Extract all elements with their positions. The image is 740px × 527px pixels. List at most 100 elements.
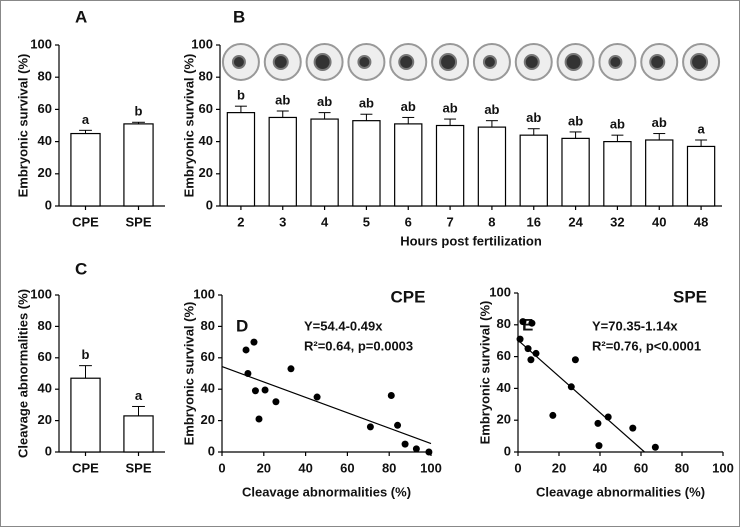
data-point bbox=[532, 349, 540, 357]
bar bbox=[123, 123, 154, 207]
x-tick-label: 0 bbox=[218, 460, 225, 475]
x-tick-label: 80 bbox=[382, 460, 396, 475]
y-tick-label: 60 bbox=[199, 101, 213, 116]
significance-letter: ab bbox=[652, 115, 667, 130]
y-tick-label: 100 bbox=[30, 286, 52, 301]
y-tick-label: 100 bbox=[191, 36, 213, 51]
x-tick-label: 7 bbox=[446, 214, 453, 229]
bar bbox=[561, 137, 590, 207]
x-tick-label: 40 bbox=[652, 214, 666, 229]
embryo-image bbox=[313, 53, 332, 71]
panel-label: E bbox=[522, 315, 533, 334]
y-tick-label: 40 bbox=[497, 380, 511, 395]
significance-letter: b bbox=[82, 347, 90, 362]
data-point bbox=[401, 440, 409, 448]
bar bbox=[603, 141, 632, 207]
significance-letter: ab bbox=[317, 94, 332, 109]
bar bbox=[394, 123, 423, 207]
y-tick-label: 100 bbox=[30, 36, 52, 51]
data-point bbox=[425, 448, 433, 456]
x-tick-label: 8 bbox=[488, 214, 495, 229]
data-point bbox=[651, 443, 659, 451]
y-tick-label: 80 bbox=[199, 69, 213, 84]
y-tick-label: 20 bbox=[201, 412, 215, 427]
panel-label: A bbox=[75, 7, 87, 26]
y-tick-label: 0 bbox=[208, 443, 215, 458]
bar bbox=[123, 415, 154, 453]
x-tick-label: 4 bbox=[321, 214, 329, 229]
y-tick-label: 80 bbox=[497, 316, 511, 331]
data-point bbox=[519, 318, 527, 326]
y-tick-label: 60 bbox=[38, 101, 52, 116]
embryo-image bbox=[398, 54, 415, 70]
significance-letter: a bbox=[82, 112, 90, 127]
significance-letter: ab bbox=[359, 96, 374, 111]
data-point bbox=[595, 442, 603, 450]
data-point bbox=[242, 346, 250, 354]
data-point bbox=[527, 356, 535, 364]
data-point bbox=[255, 415, 263, 423]
embryo-image bbox=[690, 53, 709, 71]
y-tick-label: 0 bbox=[45, 197, 52, 212]
significance-letter: ab bbox=[275, 92, 290, 107]
significance-letter: a bbox=[135, 388, 143, 403]
data-point bbox=[366, 423, 374, 431]
embryo-image bbox=[523, 54, 540, 70]
x-tick-label: 60 bbox=[340, 460, 354, 475]
bar bbox=[310, 118, 339, 207]
annotation: R²=0.64, p=0.0003 bbox=[304, 338, 413, 353]
y-tick-label: 0 bbox=[45, 443, 52, 458]
x-tick-label: CPE bbox=[72, 214, 99, 229]
y-tick-label: 40 bbox=[38, 133, 52, 148]
data-point bbox=[528, 319, 536, 327]
embryo-image bbox=[231, 55, 246, 69]
significance-letter: ab bbox=[484, 102, 499, 117]
annotation: Y=54.4-0.49x bbox=[304, 318, 383, 333]
x-axis-label: Cleavage abnormalities (%) bbox=[242, 484, 411, 499]
x-tick-label: 0 bbox=[514, 460, 521, 475]
y-tick-label: 40 bbox=[201, 381, 215, 396]
y-tick-label: 0 bbox=[504, 443, 511, 458]
data-point bbox=[604, 413, 612, 421]
panel-label: C bbox=[75, 259, 87, 278]
significance-letter: b bbox=[237, 88, 245, 103]
data-point bbox=[261, 386, 269, 394]
y-tick-label: 0 bbox=[206, 197, 213, 212]
x-axis-label: Cleavage abnormalities (%) bbox=[536, 484, 705, 499]
data-point bbox=[287, 365, 295, 373]
bar bbox=[70, 132, 101, 207]
x-tick-label: 40 bbox=[593, 460, 607, 475]
bar bbox=[435, 124, 465, 207]
embryo-image bbox=[608, 55, 623, 69]
significance-letter: ab bbox=[401, 99, 416, 114]
x-tick-label: 100 bbox=[712, 460, 734, 475]
y-axis-label: Embryonic survival (%) bbox=[181, 54, 196, 198]
x-tick-label: 16 bbox=[527, 214, 541, 229]
data-point bbox=[387, 391, 395, 399]
bar bbox=[70, 377, 101, 453]
x-tick-label: 5 bbox=[363, 214, 370, 229]
data-point bbox=[571, 356, 579, 364]
y-tick-label: 80 bbox=[38, 318, 52, 333]
x-tick-label: 48 bbox=[694, 214, 708, 229]
data-point bbox=[394, 421, 402, 429]
data-point bbox=[594, 419, 602, 427]
data-point bbox=[244, 370, 252, 377]
data-point bbox=[629, 424, 637, 432]
group-label: CPE bbox=[391, 287, 426, 306]
embryo-image bbox=[564, 53, 583, 71]
panel-label: D bbox=[236, 316, 248, 335]
annotation: Y=70.35-1.14x bbox=[592, 318, 678, 333]
y-tick-label: 80 bbox=[38, 69, 52, 84]
data-point bbox=[549, 411, 557, 419]
x-tick-label: 20 bbox=[257, 460, 271, 475]
embryo-image bbox=[272, 54, 289, 70]
x-tick-label: 2 bbox=[237, 214, 244, 229]
annotation: R²=0.76, p<0.0001 bbox=[592, 338, 701, 353]
significance-letter: ab bbox=[526, 110, 541, 125]
embryo-image bbox=[357, 55, 372, 69]
x-tick-label: 20 bbox=[552, 460, 566, 475]
bar bbox=[686, 145, 716, 207]
embryo-image bbox=[649, 54, 666, 70]
